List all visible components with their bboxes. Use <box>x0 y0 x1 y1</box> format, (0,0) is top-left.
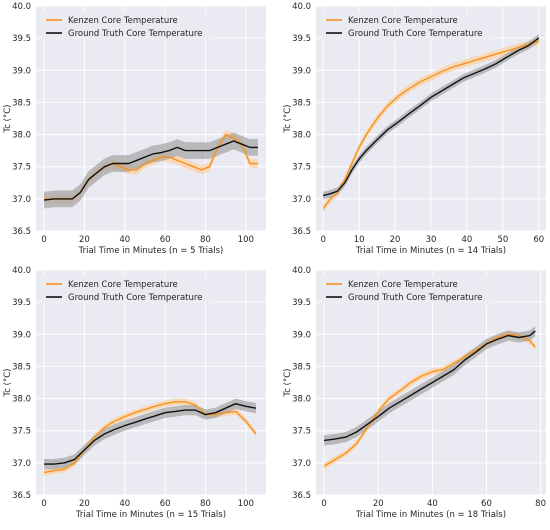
y-tick-label: 40.0 <box>292 2 311 12</box>
y-tick-label: 37.0 <box>292 195 311 205</box>
series-band <box>44 398 256 470</box>
y-axis-label: Tc (°C) <box>3 369 13 398</box>
legend: Kenzen Core Temperature Ground Truth Core… <box>322 11 494 41</box>
y-tick-label: 39.0 <box>12 66 31 76</box>
chart-panel-4: 36.5 37.0 37.5 38.0 38.5 39.0 39.5 40.0 0 20 40 60 8… <box>283 266 546 520</box>
y-tick-label: 38.0 <box>12 395 31 405</box>
ground-truth-series-line <box>324 330 536 442</box>
kenzen-series-line <box>323 333 536 467</box>
legend-label: Kenzen Core Temperature <box>68 280 178 290</box>
x-tick-label: 0 <box>320 235 325 245</box>
y-tick-label: 38.0 <box>292 395 311 405</box>
y-tick-label: 39.0 <box>292 66 311 76</box>
chart-panel-2: 36.5 37.0 37.5 38.0 38.5 39.0 39.5 40.0 0 10 20 30 4… <box>283 2 546 256</box>
x-tick-label: 60 <box>160 499 171 509</box>
legend: Kenzen Core Temperature Ground Truth Core… <box>42 275 214 305</box>
y-axis-label: Tc (°C) <box>3 105 13 134</box>
x-tick-label: 20 <box>373 499 384 509</box>
series-band <box>44 132 258 209</box>
y-tick-label: 40.0 <box>292 266 311 276</box>
y-tick-label: 38.5 <box>292 362 311 372</box>
x-tick-label: 0 <box>41 235 46 245</box>
x-tick-label: 20 <box>390 235 401 245</box>
x-axis-label: Trial Time in Minutes (n = 5 Trials) <box>78 246 224 256</box>
x-tick-label: 80 <box>200 499 211 509</box>
x-tick-label: 20 <box>79 235 90 245</box>
x-tick-label: 80 <box>200 235 211 245</box>
y-tick-label: 37.0 <box>12 459 31 469</box>
ground-truth-series-line <box>44 403 257 465</box>
x-axis-label: Trial Time in Minutes (n = 18 Trials) <box>355 510 506 520</box>
y-tick-label: 39.5 <box>292 34 311 44</box>
y-tick-label: 36.5 <box>12 491 31 501</box>
legend-box <box>42 275 214 305</box>
x-tick-label: 10 <box>354 235 365 245</box>
y-tick-label: 36.5 <box>292 227 311 237</box>
y-tick-label: 40.0 <box>12 2 31 12</box>
legend-label: Ground Truth Core Temperature <box>348 29 482 39</box>
legend-label: Kenzen Core Temperature <box>348 16 458 26</box>
chart-panel-1: 36.5 37.0 37.5 38.0 38.5 39.0 39.5 40.0 0 20 40 60 8… <box>3 2 266 256</box>
legend-label: Ground Truth Core Temperature <box>68 293 202 303</box>
legend-box <box>322 275 494 305</box>
x-axis-label: Trial Time in Minutes (n = 15 Trials) <box>75 510 226 520</box>
series-band <box>324 325 536 446</box>
legend: Kenzen Core Temperature Ground Truth Core… <box>322 275 494 305</box>
y-tick-label: 39.5 <box>12 34 31 44</box>
y-tick-label: 37.5 <box>12 427 31 437</box>
x-tick-label: 40 <box>462 235 473 245</box>
y-tick-label: 36.5 <box>292 491 311 501</box>
x-axis-label: Trial Time in Minutes (n = 14 Trials) <box>355 246 506 256</box>
x-tick-label: 20 <box>79 499 90 509</box>
y-tick-label: 37.5 <box>12 163 31 173</box>
series-band <box>324 331 536 470</box>
legend-label: Kenzen Core Temperature <box>68 16 178 26</box>
x-tick-label: 80 <box>535 499 546 509</box>
legend-label: Kenzen Core Temperature <box>348 280 458 290</box>
y-tick-label: 38.5 <box>12 98 31 108</box>
legend: Kenzen Core Temperature Ground Truth Core… <box>42 11 214 41</box>
x-tick-label: 60 <box>160 235 171 245</box>
ground-truth-series-line <box>44 140 258 201</box>
x-tick-label: 60 <box>481 499 492 509</box>
y-tick-label: 37.5 <box>292 163 311 173</box>
y-axis-label: Tc (°C) <box>283 105 293 134</box>
y-tick-label: 37.5 <box>292 427 311 437</box>
y-tick-label: 39.5 <box>12 298 31 308</box>
y-axis-label: Tc (°C) <box>283 369 293 398</box>
x-tick-label: 40 <box>119 235 130 245</box>
y-tick-label: 37.0 <box>292 459 311 469</box>
chart-panel-3: 36.5 37.0 37.5 38.0 38.5 39.0 39.5 40.0 0 20 40 60 8… <box>3 266 266 520</box>
x-tick-label: 0 <box>321 499 326 509</box>
y-tick-label: 40.0 <box>12 266 31 276</box>
x-tick-label: 30 <box>426 235 437 245</box>
kenzen-series-line <box>43 401 257 474</box>
x-tick-label: 100 <box>238 235 254 245</box>
x-tick-label: 0 <box>41 499 46 509</box>
y-tick-label: 38.0 <box>292 131 311 141</box>
kenzen-series-line <box>322 40 539 209</box>
x-tick-label: 60 <box>533 235 544 245</box>
legend-label: Ground Truth Core Temperature <box>68 29 202 39</box>
ground-truth-series-line <box>323 37 540 197</box>
x-tick-label: 50 <box>497 235 508 245</box>
y-tick-label: 39.5 <box>292 298 311 308</box>
x-tick-label: 40 <box>427 499 438 509</box>
y-tick-label: 38.0 <box>12 131 31 141</box>
legend-box <box>322 11 494 41</box>
x-tick-label: 40 <box>119 499 130 509</box>
y-tick-label: 38.5 <box>292 98 311 108</box>
y-tick-label: 36.5 <box>12 227 31 237</box>
y-tick-label: 37.0 <box>12 195 31 205</box>
x-tick-label: 100 <box>238 499 254 509</box>
legend-label: Ground Truth Core Temperature <box>348 293 482 303</box>
y-tick-label: 39.0 <box>12 330 31 340</box>
legend-box <box>42 11 214 41</box>
y-tick-label: 38.5 <box>12 362 31 372</box>
y-tick-label: 39.0 <box>292 330 311 340</box>
